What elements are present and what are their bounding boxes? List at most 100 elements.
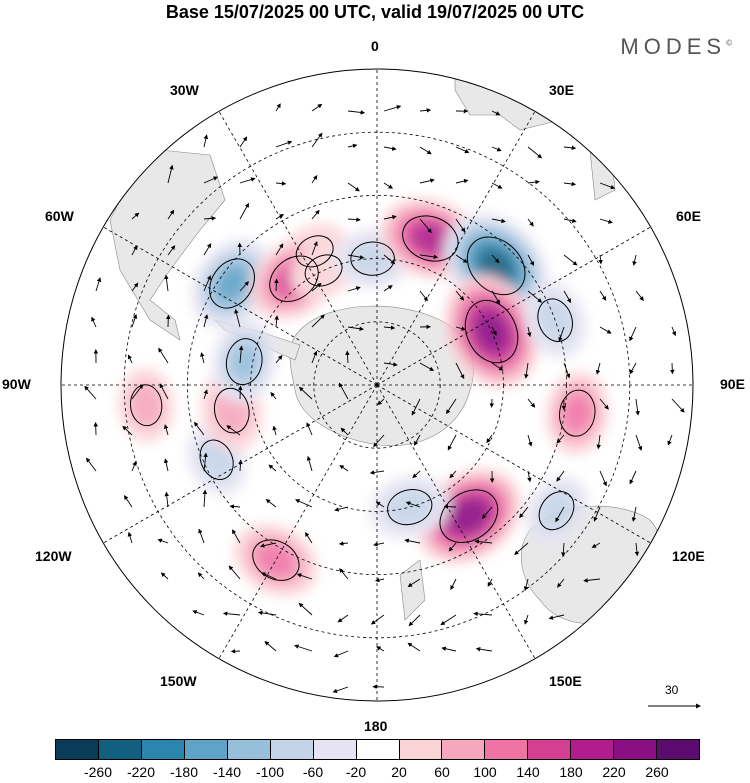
negative-anomaly-region (537, 490, 576, 532)
wind-arrow (373, 542, 385, 547)
wind-arrow (234, 308, 241, 328)
wind-arrow (455, 290, 465, 301)
wind-arrow (268, 464, 277, 472)
wind-arrow (383, 254, 396, 265)
wind-arrow (481, 506, 493, 519)
wind-arrow (635, 290, 644, 302)
wind-arrow (238, 459, 243, 472)
colorbar-cell (270, 740, 314, 759)
wind-arrow (264, 641, 277, 652)
wind-arrow (339, 568, 349, 580)
anomaly-contour (402, 215, 459, 262)
wind-arrow (473, 611, 493, 617)
colorbar (55, 739, 700, 760)
wind-arrow (583, 578, 601, 583)
wind-arrow (407, 578, 421, 588)
wind-arrow (527, 290, 543, 303)
anomaly-contour (464, 299, 519, 364)
brand-mark: © (726, 38, 732, 48)
colorbar-tick-label: 140 (516, 764, 540, 780)
wind-arrow (446, 398, 457, 415)
wind-arrow (671, 398, 685, 413)
wind-arrow (157, 538, 169, 544)
wind-arrow (131, 313, 138, 328)
latitude-circle (186, 194, 568, 576)
wind-arrow (441, 646, 457, 652)
wind-arrow (383, 182, 394, 189)
wind-arrow (419, 108, 432, 113)
wind-arrow (232, 529, 241, 544)
lon-label-120e: 120E (672, 548, 705, 564)
wind-arrow (599, 470, 607, 487)
wind-arrow (527, 179, 540, 185)
anomaly-contour (538, 491, 575, 531)
wind-arrow (95, 277, 102, 292)
colorbar-cell (98, 740, 142, 759)
colorbar-tick-label: 180 (559, 764, 583, 780)
wind-arrow (200, 352, 205, 364)
wind-arrow (131, 461, 137, 472)
positive-anomaly-region (562, 393, 593, 433)
wind-arrow (419, 362, 435, 371)
wind-arrow (629, 470, 637, 485)
wind-arrow (197, 572, 205, 580)
wind-arrow (563, 362, 571, 379)
wind-arrow (84, 385, 97, 400)
wind-arrow (239, 136, 248, 148)
wind-arrow (455, 218, 466, 233)
colorbar-cell (571, 740, 615, 759)
wind-arrow (298, 602, 313, 616)
colorbar-cell (399, 740, 443, 759)
wind-arrow (599, 398, 609, 410)
wind-arrow (347, 143, 358, 149)
positive-anomaly-region (256, 543, 296, 578)
wind-arrow (629, 326, 637, 342)
lon-label-180: 180 (364, 718, 388, 734)
meridian-line (376, 226, 651, 386)
wind-arrow (404, 538, 421, 544)
wind-arrow (599, 218, 613, 224)
anomaly-contour (252, 539, 300, 581)
vector-scale-label: 30 (665, 683, 679, 697)
wind-arrow (311, 314, 325, 328)
lon-label-150e: 150E (549, 673, 582, 689)
wind-arrow (419, 178, 435, 184)
wind-arrow (599, 182, 616, 190)
wind-arrow (193, 421, 205, 436)
map-title: Base 15/07/2025 00 UTC, valid 19/07/2025… (165, 2, 585, 22)
wind-arrow (524, 362, 529, 379)
wind-arrow (131, 245, 138, 256)
wind-arrow (311, 103, 323, 112)
colorbar-cell (356, 740, 400, 759)
wind-arrow (311, 132, 323, 148)
wind-arrow (347, 182, 360, 192)
colorbar-cell (227, 740, 271, 759)
wind-arrow (383, 325, 396, 330)
brand-text: MODES (620, 34, 727, 59)
wind-arrow (455, 146, 470, 154)
meridian-line (376, 384, 651, 544)
wind-arrow (450, 578, 457, 591)
wind-arrow (475, 647, 493, 652)
wind-arrow (527, 434, 533, 447)
wind-arrow (275, 355, 283, 364)
wind-arrow (593, 506, 601, 522)
wind-arrow (527, 218, 534, 227)
wind-arrow (159, 383, 169, 400)
anomaly-contour (213, 387, 250, 434)
wind-arrow (455, 326, 466, 331)
wind-arrow (408, 614, 421, 627)
negative-anomaly-region (478, 248, 514, 284)
wind-arrow (671, 326, 677, 337)
colorbar-cell (184, 740, 228, 759)
wind-arrow (239, 202, 249, 220)
anomaly-contour (129, 384, 163, 427)
wind-arrow (455, 362, 465, 380)
wind-arrow (340, 427, 349, 436)
wind-arrow (414, 434, 421, 446)
wind-arrow (311, 175, 318, 184)
colorbar-cell (56, 740, 99, 759)
colorbar-tick-label: -220 (126, 764, 156, 780)
wind-arrow (203, 216, 217, 221)
wind-arrow (160, 572, 169, 580)
